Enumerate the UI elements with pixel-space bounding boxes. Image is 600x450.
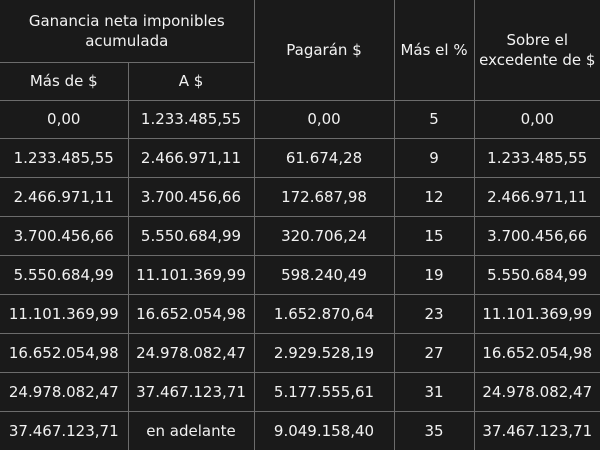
cell-porcentaje: 27 — [393, 332, 475, 373]
cell-pagaran: 2.929.528,19 — [253, 332, 395, 373]
table-row: 24.978.082,47 37.467.123,71 5.177.555,61… — [0, 371, 600, 412]
table-row: 37.467.123,71 en adelante 9.049.158,40 3… — [0, 410, 600, 450]
cell-mas-de: 2.466.971,11 — [0, 177, 129, 218]
table-row: 11.101.369,99 16.652.054,98 1.652.870,64… — [0, 293, 600, 334]
header-ganancia-neta: Ganancia neta imponibles acumulada — [0, 0, 255, 63]
cell-excedente: 37.467.123,71 — [473, 410, 600, 450]
header-a: A $ — [127, 61, 255, 101]
cell-a: 37.467.123,71 — [127, 371, 255, 412]
cell-porcentaje: 31 — [393, 371, 475, 412]
header-row-sub: Más de $ A $ — [0, 61, 600, 101]
cell-pagaran: 5.177.555,61 — [253, 371, 395, 412]
cell-mas-de: 1.233.485,55 — [0, 138, 129, 179]
header-row-top: Ganancia neta imponibles acumulada Pagar… — [0, 0, 600, 101]
cell-mas-de: 11.101.369,99 — [0, 293, 129, 334]
cell-porcentaje: 35 — [393, 410, 475, 450]
cell-mas-de: 0,00 — [0, 100, 129, 140]
cell-excedente: 1.233.485,55 — [473, 138, 600, 179]
cell-pagaran: 0,00 — [253, 100, 395, 140]
cell-pagaran: 320.706,24 — [253, 216, 395, 256]
table-row: 2.466.971,11 3.700.456,66 172.687,98 12 … — [0, 177, 600, 218]
cell-excedente: 24.978.082,47 — [473, 371, 600, 412]
cell-a: 11.101.369,99 — [127, 255, 255, 295]
cell-a: 3.700.456,66 — [127, 177, 255, 218]
cell-a: en adelante — [127, 410, 255, 450]
cell-excedente: 11.101.369,99 — [473, 293, 600, 334]
cell-a: 1.233.485,55 — [127, 100, 255, 140]
cell-mas-de: 24.978.082,47 — [0, 371, 129, 412]
cell-mas-de: 16.652.054,98 — [0, 332, 129, 373]
header-mas-el-porcentaje: Más el % — [393, 0, 475, 101]
table-row: 5.550.684,99 11.101.369,99 598.240,49 19… — [0, 255, 600, 295]
cell-a: 16.652.054,98 — [127, 293, 255, 334]
cell-pagaran: 1.652.870,64 — [253, 293, 395, 334]
cell-mas-de: 37.467.123,71 — [0, 410, 129, 450]
cell-excedente: 0,00 — [473, 100, 600, 140]
cell-pagaran: 598.240,49 — [253, 255, 395, 295]
cell-mas-de: 5.550.684,99 — [0, 255, 129, 295]
cell-a: 5.550.684,99 — [127, 216, 255, 256]
cell-porcentaje: 9 — [393, 138, 475, 179]
table-row: 3.700.456,66 5.550.684,99 320.706,24 15 … — [0, 216, 600, 256]
header-pagaran: Pagarán $ — [253, 0, 395, 101]
cell-a: 2.466.971,11 — [127, 138, 255, 179]
cell-excedente: 2.466.971,11 — [473, 177, 600, 218]
cell-porcentaje: 23 — [393, 293, 475, 334]
cell-mas-de: 3.700.456,66 — [0, 216, 129, 256]
cell-pagaran: 9.049.158,40 — [253, 410, 395, 450]
cell-porcentaje: 12 — [393, 177, 475, 218]
header-mas-de: Más de $ — [0, 61, 129, 101]
cell-pagaran: 172.687,98 — [253, 177, 395, 218]
cell-excedente: 3.700.456,66 — [473, 216, 600, 256]
cell-excedente: 5.550.684,99 — [473, 255, 600, 295]
cell-porcentaje: 15 — [393, 216, 475, 256]
cell-pagaran: 61.674,28 — [253, 138, 395, 179]
table-row: 1.233.485,55 2.466.971,11 61.674,28 9 1.… — [0, 138, 600, 179]
table-row: 0,00 1.233.485,55 0,00 5 0,00 — [0, 100, 600, 140]
cell-a: 24.978.082,47 — [127, 332, 255, 373]
cell-porcentaje: 19 — [393, 255, 475, 295]
cell-excedente: 16.652.054,98 — [473, 332, 600, 373]
header-sobre-excedente: Sobre el excedente de $ — [473, 0, 600, 101]
table-row: 16.652.054,98 24.978.082,47 2.929.528,19… — [0, 332, 600, 373]
cell-porcentaje: 5 — [393, 100, 475, 140]
